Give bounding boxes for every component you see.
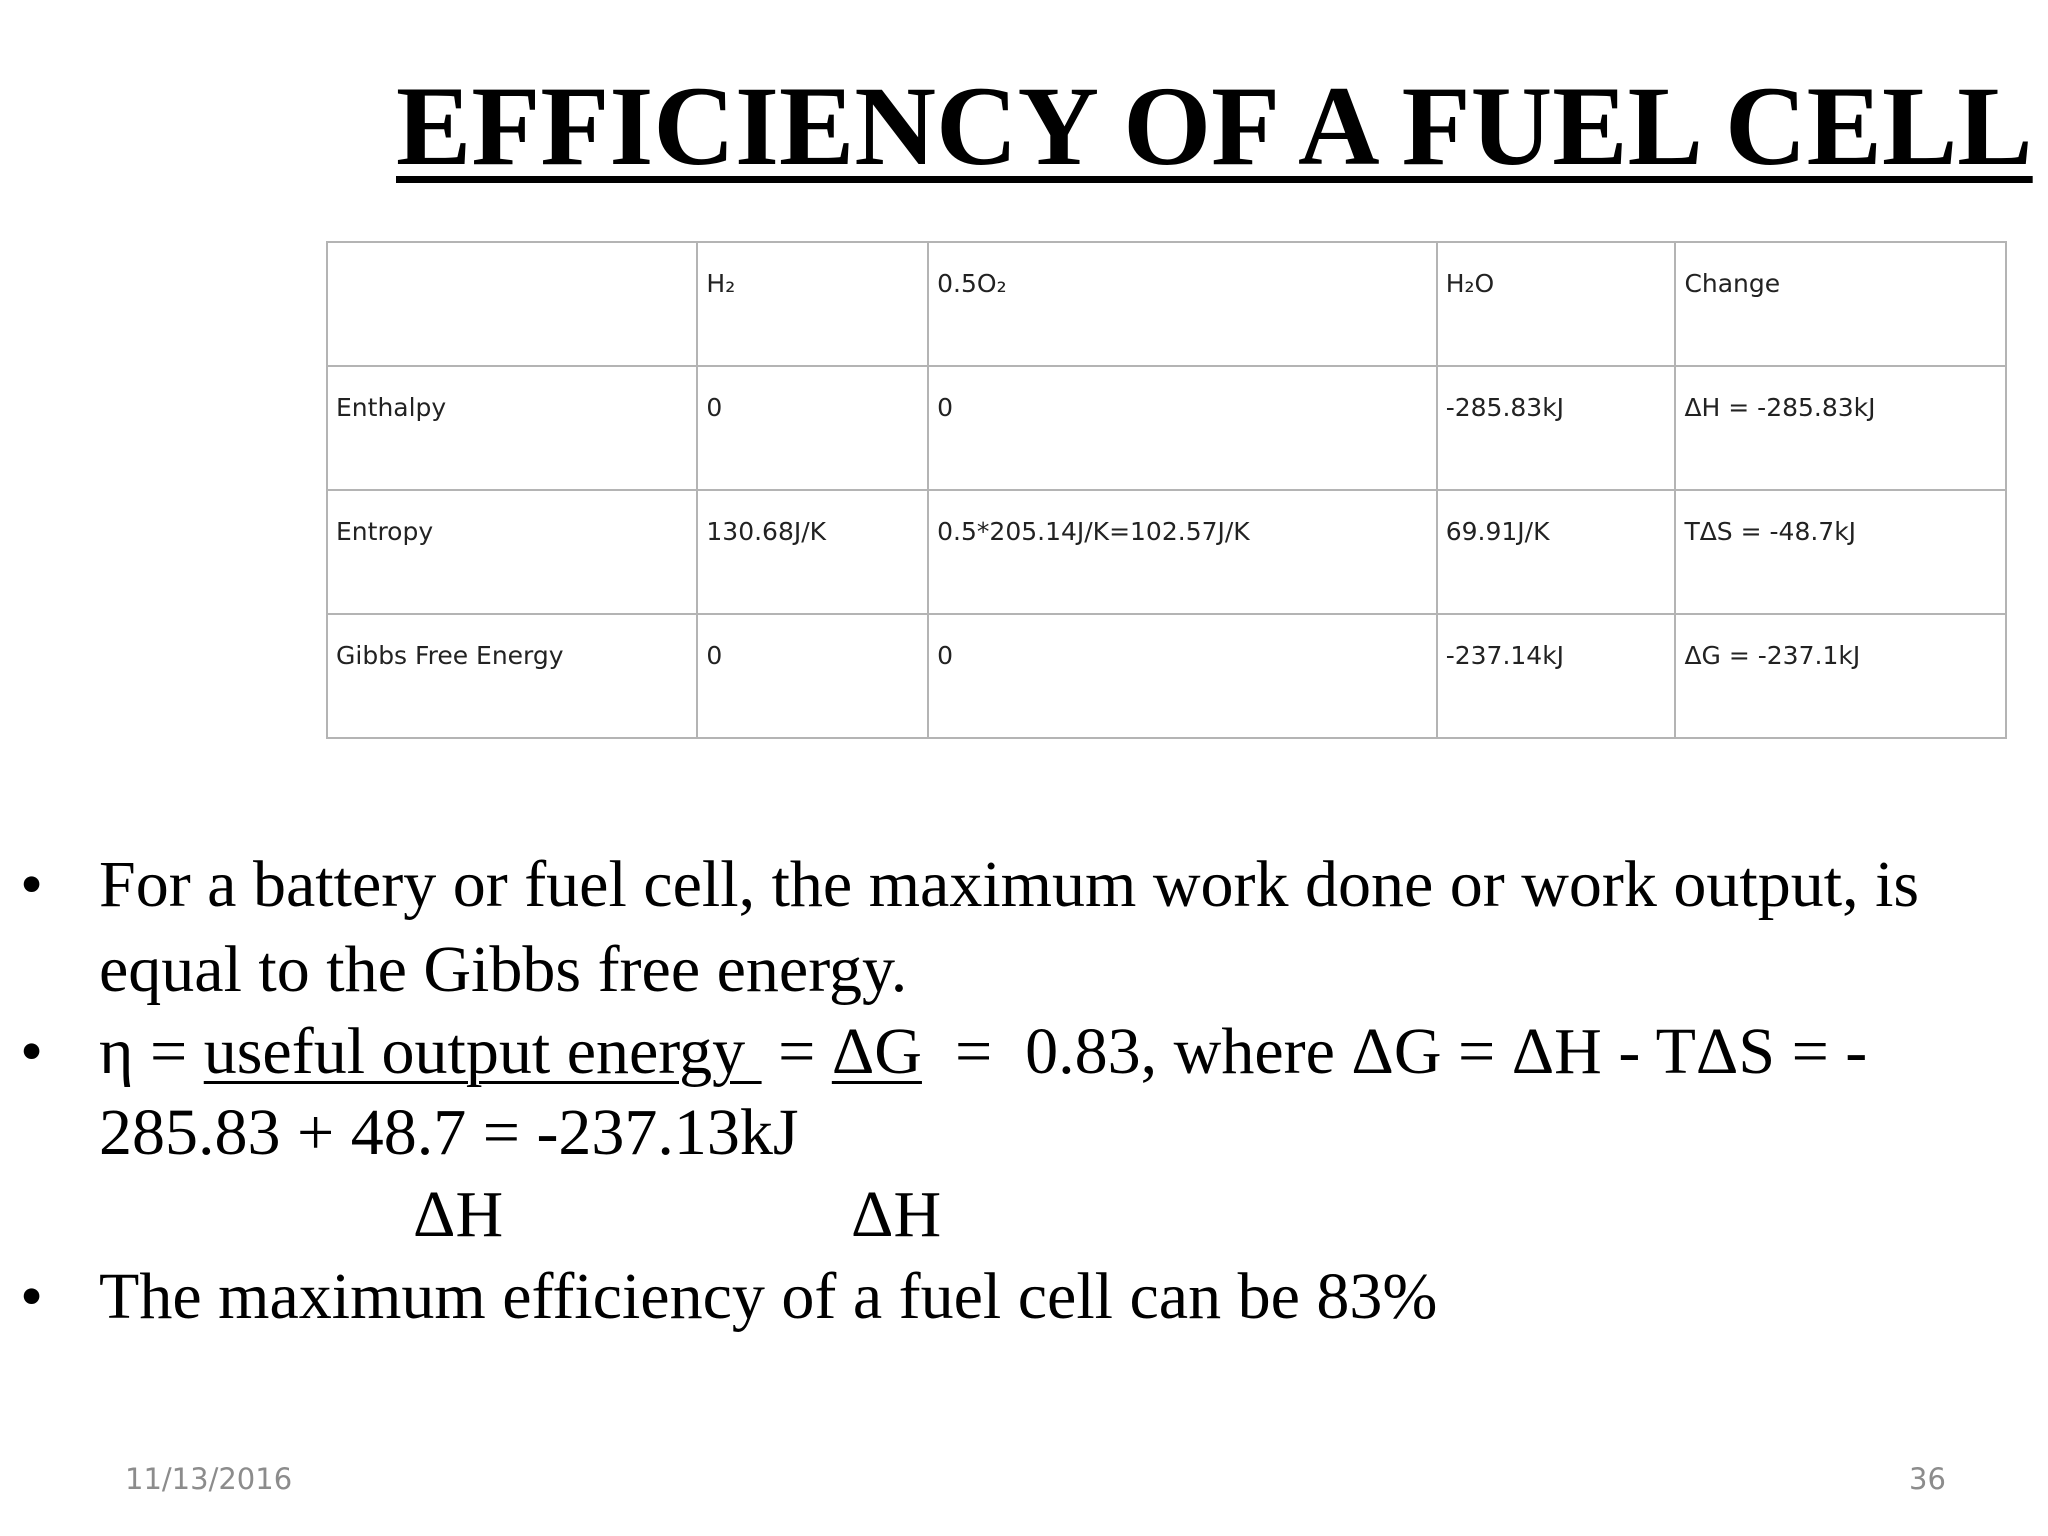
table-cell: ΔG = -237.1kJ (1674, 613, 2007, 739)
table-cell: 130.68J/K (696, 489, 930, 615)
bullet-dot: • (20, 1015, 44, 1088)
table-cell (325, 241, 699, 367)
bullet-dot: • (20, 848, 44, 921)
table-cell: -285.83kJ (1435, 365, 1677, 491)
footer-date: 11/13/2016 (125, 1462, 293, 1496)
bullet-text: equal to the Gibbs free energy. (99, 933, 908, 1006)
table-cell: H₂ (696, 241, 930, 367)
table-row: Gibbs Free Energy 0 0 -237.14kJ ΔG = -237.1k… (325, 613, 2007, 739)
bullet-text: The maximum efficiency of a fuel cell ca… (99, 1260, 1438, 1333)
data-table: H₂ 0.5O₂ H₂O Change Enthalpy 0 0 -285.83kJ ΔH = … (325, 241, 2007, 739)
numerator: ΔG (831, 1015, 922, 1088)
table-cell: Gibbs Free Energy (325, 613, 699, 739)
text: η = (99, 1015, 204, 1088)
denominator: ΔH (851, 1178, 942, 1251)
table-row: Entropy 130.68J/K 0.5*205.14J/K=102.57J/K 6… (325, 489, 2007, 615)
bullet-text: η = useful output energy = ΔG = 0.83, wh… (99, 1012, 1867, 1092)
table-cell: 0.5*205.14J/K=102.57J/K (927, 489, 1438, 615)
text: = 0.83, where ΔG = ΔH - TΔS = - (921, 1015, 1868, 1088)
table-cell: 0.5O₂ (927, 241, 1438, 367)
page-number: 36 (1909, 1462, 1946, 1496)
bullet-text: For a battery or fuel cell, the maximum … (99, 848, 1920, 921)
table-cell: 0 (696, 365, 930, 491)
text: = (761, 1015, 832, 1088)
table-cell: Change (1674, 241, 2007, 367)
table-cell: ΔH = -285.83kJ (1674, 365, 2007, 491)
table-cell: H₂O (1435, 241, 1677, 367)
numerator: useful output energy (203, 1015, 762, 1088)
table-cell: 69.91J/K (1435, 489, 1677, 615)
table-cell: 0 (696, 613, 930, 739)
bullet-text: 285.83 + 48.7 = -237.13kJ (99, 1096, 799, 1169)
table-cell: TΔS = -48.7kJ (1674, 489, 2007, 615)
table-cell: Enthalpy (325, 365, 699, 491)
slide-title: EFFICIENCY OF A FUEL CELL (396, 64, 2033, 189)
table-row: Enthalpy 0 0 -285.83kJ ΔH = -285.83kJ (325, 365, 2007, 491)
table-cell: 0 (927, 613, 1438, 739)
denominator: ΔH (413, 1178, 504, 1251)
table-cell: -237.14kJ (1435, 613, 1677, 739)
table-row: H₂ 0.5O₂ H₂O Change (325, 241, 2007, 367)
table-cell: Entropy (325, 489, 699, 615)
bullet-dot: • (20, 1260, 44, 1333)
table-cell: 0 (927, 365, 1438, 491)
